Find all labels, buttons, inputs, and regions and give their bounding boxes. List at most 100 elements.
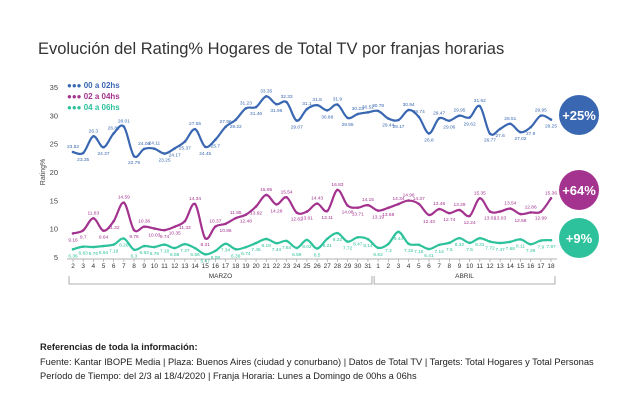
data-label-2: 13.68 [382, 212, 394, 218]
data-label-3: 7.47 [495, 247, 505, 253]
month-label: MARZO [209, 273, 232, 280]
x-tick-label: 28 [334, 263, 342, 270]
series-layer [71, 95, 553, 256]
x-tick-label: 3 [81, 263, 85, 270]
x-tick-label: 9 [142, 263, 146, 270]
data-point-1 [132, 154, 136, 158]
data-label-2: 14.59 [118, 195, 130, 201]
data-point-2 [509, 207, 512, 210]
data-point-3 [81, 245, 85, 248]
data-label-2: 13.19 [372, 215, 384, 221]
data-label-2: 14.43 [311, 196, 323, 202]
data-point-1 [468, 116, 471, 119]
x-tick-label: 30 [354, 263, 362, 270]
data-label-3: 6.08 [211, 255, 221, 261]
data-label-3: 8.21 [323, 243, 333, 249]
data-point-1 [509, 122, 512, 126]
data-point-2 [356, 206, 360, 209]
data-point-2 [325, 209, 329, 213]
data-point-3 [315, 247, 319, 250]
data-label-3: 7.34 [221, 248, 231, 254]
data-point-3 [529, 242, 532, 246]
data-label-2: 10.86 [220, 228, 232, 234]
data-label-3: 7.15 [414, 249, 424, 255]
data-point-3 [193, 246, 197, 250]
data-point-1 [173, 147, 177, 150]
data-point-3 [295, 246, 299, 250]
data-label-3: 7.19 [109, 249, 119, 255]
data-label-2: 13.71 [352, 212, 364, 218]
data-label-1: 31.96 [270, 108, 282, 114]
data-point-3 [112, 243, 115, 246]
data-label-1: 31.62 [474, 98, 486, 104]
data-label-1: 30.94 [403, 102, 415, 108]
data-point-3 [488, 240, 492, 243]
data-label-2: 16.83 [331, 182, 343, 188]
data-label-2: 10.03 [148, 232, 160, 238]
data-label-1: 27.9 [526, 131, 536, 137]
data-label-2: 15.36 [545, 190, 557, 196]
data-point-1 [549, 118, 553, 121]
data-label-3: 6.93 [140, 250, 150, 256]
x-tick-label: 23 [283, 263, 291, 270]
data-point-1 [305, 107, 309, 111]
data-point-2 [193, 202, 197, 206]
y-tick-label: 30 [50, 111, 58, 120]
data-label-1: 24.08 [138, 141, 150, 147]
data-point-2 [214, 225, 217, 228]
data-point-2 [315, 202, 319, 205]
data-point-2 [488, 210, 492, 213]
x-tick-label: 29 [344, 263, 352, 270]
data-label-1: 29.44 [382, 123, 394, 129]
data-point-3 [336, 231, 339, 235]
data-point-2 [305, 210, 309, 213]
data-label-2: 14.34 [392, 196, 404, 202]
data-label-2: 12.48 [240, 219, 252, 225]
data-point-3 [366, 237, 370, 241]
data-label-3: 7.18 [160, 249, 170, 255]
data-point-3 [478, 236, 482, 240]
x-tick-label: 19 [242, 263, 250, 270]
data-label-1: 29.55 [342, 122, 354, 128]
data-label-2: 14.15 [362, 197, 374, 203]
data-point-3 [325, 237, 329, 241]
data-point-1 [529, 125, 532, 129]
data-point-1 [254, 105, 258, 109]
data-label-1: 29.62 [464, 121, 476, 127]
x-tick-label: 12 [486, 263, 494, 270]
data-point-2 [366, 203, 370, 207]
badge-s1: +25% [559, 95, 599, 135]
data-label-2: 13.29 [453, 202, 465, 208]
data-point-1 [478, 104, 482, 108]
legend-marker-s1: ●●● [67, 81, 84, 90]
data-point-2 [295, 211, 299, 214]
data-label-2: 10.36 [138, 219, 150, 225]
data-label-1: 28.51 [504, 116, 516, 122]
data-label-1: 33.35 [260, 88, 272, 94]
data-point-1 [71, 150, 75, 154]
data-label-1: 26.3 [89, 128, 99, 134]
data-label-2: 11.85 [230, 210, 242, 216]
data-label-3: 8.26 [119, 243, 129, 249]
y-tick-label: 35 [50, 83, 58, 92]
x-tick-label: 11 [476, 263, 483, 270]
data-point-3 [92, 245, 95, 249]
x-tick-label: 25 [303, 263, 311, 270]
y-tick-label: 25 [50, 140, 58, 149]
x-tick-label: 1 [376, 263, 380, 270]
data-label-3: 7.72 [343, 246, 353, 252]
data-label-2: 13.54 [504, 201, 516, 207]
data-point-2 [397, 202, 400, 206]
data-label-1: 29.95 [535, 108, 547, 114]
data-point-2 [142, 225, 146, 228]
data-point-1 [386, 117, 390, 120]
data-label-1: 30.52 [362, 104, 374, 110]
data-label-1: 31.9 [333, 97, 343, 103]
legend-label-s1: 00 a 02hs [83, 81, 120, 90]
data-label-1: 26.82 [108, 125, 120, 131]
data-label-3: 6.3 [131, 254, 138, 260]
data-label-1: 29.22 [230, 124, 242, 130]
data-point-3 [203, 253, 207, 256]
data-point-2 [234, 216, 238, 220]
